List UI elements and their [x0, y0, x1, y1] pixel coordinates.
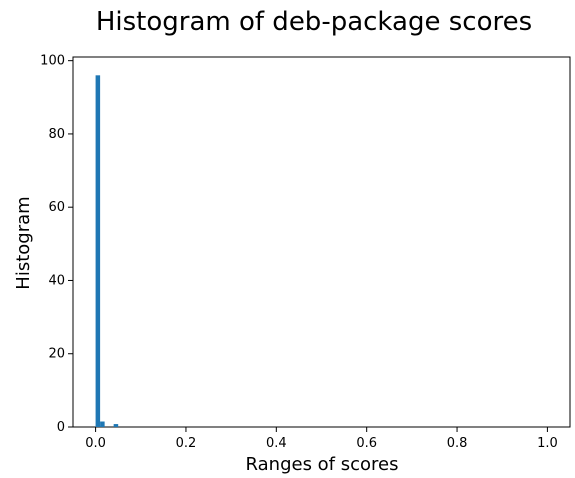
- x-tick-label: 0.6: [356, 436, 377, 451]
- histogram-bar-2: [113, 424, 119, 427]
- histogram-bar-0: [95, 75, 101, 427]
- histogram-bar-1: [100, 421, 105, 427]
- x-tick-label: 0.4: [266, 436, 287, 451]
- y-tick-label: 60: [48, 200, 65, 215]
- y-axis-ticks: 0 20 40 60 80 100: [40, 54, 73, 435]
- y-tick-label: 80: [48, 127, 65, 142]
- chart-title: Histogram of deb-package scores: [96, 7, 532, 37]
- y-tick-label: 0: [57, 420, 65, 435]
- y-tick-label: 40: [48, 273, 65, 288]
- x-axis-label: Ranges of scores: [246, 454, 399, 475]
- x-tick-label: 0.2: [176, 436, 197, 451]
- x-axis-ticks: 0.0 0.2 0.4 0.6 0.8 1.0: [85, 427, 558, 451]
- y-tick-label: 100: [40, 54, 65, 69]
- x-tick-label: 0.8: [447, 436, 468, 451]
- x-tick-label: 1.0: [537, 436, 558, 451]
- plot-area: 0.0 0.2 0.4 0.6 0.8 1.0 0 20 40 60 80 100: [40, 54, 571, 451]
- y-tick-label: 20: [48, 347, 65, 362]
- plot-frame: [72, 56, 571, 428]
- bars-layer: [95, 75, 119, 427]
- y-axis-label: Histogram: [13, 196, 34, 289]
- x-tick-label: 0.0: [85, 436, 106, 451]
